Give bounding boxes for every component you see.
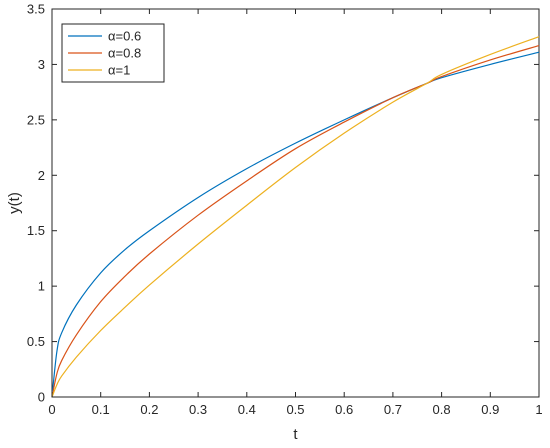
x-tick-label: 0.7: [384, 402, 402, 417]
x-axis-ticks: 0 0.1 0.2 0.3 0.4 0.5 0.6 0.7 0.8 0.9 1: [48, 9, 543, 417]
series-layer: [51, 36, 540, 398]
legend-label-1: α=0.6: [108, 29, 141, 44]
x-axis-label: t: [293, 426, 298, 443]
x-tick-label: 0.2: [140, 402, 158, 417]
y-tick-label: 0: [38, 390, 45, 405]
y-axis-ticks: 0 0.5 1 1.5 2 2.5 3 3.5: [27, 2, 539, 405]
x-tick-label: 0.9: [481, 402, 499, 417]
y-tick-label: 1: [38, 279, 45, 294]
y-tick-label: 2: [38, 168, 45, 183]
series-line-2: [51, 45, 540, 398]
legend-label-3: α=1: [108, 63, 130, 78]
x-tick-label: 0.4: [238, 402, 256, 417]
x-tick-label: 0.8: [433, 402, 451, 417]
x-tick-label: 1: [535, 402, 542, 417]
x-tick-label: 0.6: [335, 402, 353, 417]
y-tick-label: 1.5: [27, 223, 45, 238]
y-axis-label: y(t): [6, 192, 23, 214]
y-tick-label: 0.5: [27, 334, 45, 349]
y-tick-label: 3.5: [27, 2, 45, 17]
x-tick-label: 0.5: [286, 402, 304, 417]
legend: α=0.6 α=0.8 α=1: [61, 23, 165, 83]
x-tick-label: 0.3: [189, 402, 207, 417]
series-line-3: [51, 36, 540, 398]
legend-label-2: α=0.8: [108, 46, 141, 61]
y-tick-label: 2.5: [27, 112, 45, 127]
x-tick-label: 0: [48, 402, 55, 417]
series-line-1: [51, 51, 540, 398]
y-tick-label: 3: [38, 57, 45, 72]
x-tick-label: 0.1: [92, 402, 110, 417]
